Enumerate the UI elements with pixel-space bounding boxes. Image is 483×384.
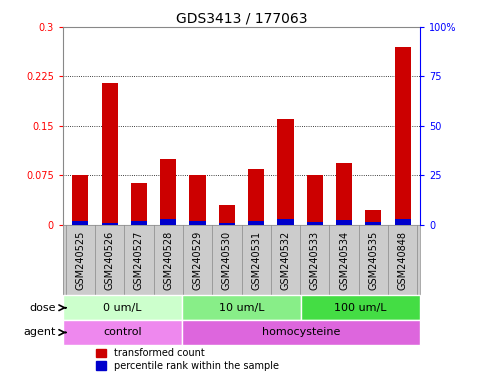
Bar: [63, 295, 182, 320]
Bar: [72, 175, 88, 225]
Bar: [189, 175, 206, 225]
Bar: [131, 183, 147, 225]
Title: GDS3413 / 177063: GDS3413 / 177063: [176, 12, 307, 26]
Text: GSM240535: GSM240535: [369, 230, 378, 290]
Text: GSM240526: GSM240526: [105, 230, 114, 290]
Text: dose: dose: [29, 303, 56, 313]
Bar: [277, 219, 294, 225]
Bar: [131, 221, 147, 225]
Text: GSM240529: GSM240529: [193, 230, 202, 290]
Bar: [160, 219, 176, 225]
Text: agent: agent: [23, 328, 56, 338]
Bar: [72, 222, 88, 225]
Bar: [219, 205, 235, 225]
Bar: [101, 223, 118, 225]
Text: GSM240533: GSM240533: [310, 230, 320, 290]
Bar: [248, 222, 264, 225]
Bar: [182, 295, 301, 320]
Text: GSM240525: GSM240525: [75, 230, 85, 290]
Text: GSM240534: GSM240534: [339, 230, 349, 290]
Text: GSM240532: GSM240532: [281, 230, 290, 290]
Bar: [307, 175, 323, 225]
Text: GSM240531: GSM240531: [251, 230, 261, 290]
Bar: [63, 320, 182, 345]
Bar: [182, 320, 420, 345]
Bar: [336, 163, 352, 225]
Bar: [101, 83, 118, 225]
Bar: [301, 295, 420, 320]
Text: GSM240848: GSM240848: [398, 230, 408, 290]
Bar: [160, 159, 176, 225]
Bar: [219, 223, 235, 225]
Text: 0 um/L: 0 um/L: [103, 303, 142, 313]
Bar: [395, 219, 411, 225]
Text: GSM240527: GSM240527: [134, 230, 144, 290]
Bar: [277, 119, 294, 225]
Bar: [365, 222, 382, 225]
Bar: [336, 220, 352, 225]
Bar: [365, 210, 382, 225]
Text: homocysteine: homocysteine: [262, 328, 340, 338]
Text: 100 um/L: 100 um/L: [334, 303, 387, 313]
Legend: transformed count, percentile rank within the sample: transformed count, percentile rank withi…: [96, 348, 279, 371]
Bar: [395, 47, 411, 225]
Text: control: control: [103, 328, 142, 338]
Text: GSM240530: GSM240530: [222, 230, 232, 290]
Text: 10 um/L: 10 um/L: [219, 303, 264, 313]
Bar: [307, 222, 323, 225]
Text: GSM240528: GSM240528: [163, 230, 173, 290]
Bar: [248, 169, 264, 225]
Bar: [189, 221, 206, 225]
